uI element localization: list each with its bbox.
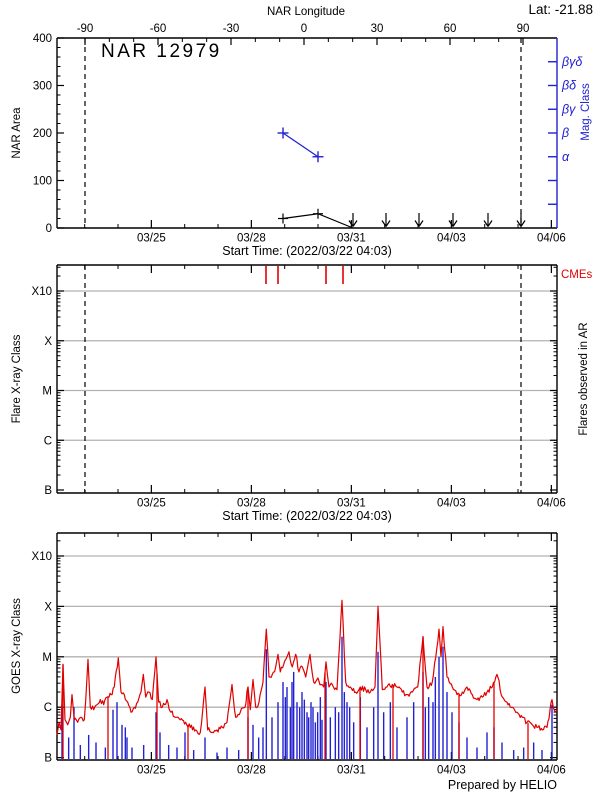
svg-text:03/25: 03/25	[137, 765, 166, 777]
svg-text:B: B	[44, 753, 52, 765]
svg-text:04/06: 04/06	[537, 498, 566, 510]
start-time-label-top: Start Time: (2022/03/22 04:03)	[222, 244, 392, 258]
svg-text:03/28: 03/28	[237, 233, 266, 245]
svg-text:βγδ: βγδ	[561, 55, 583, 69]
svg-text:-60: -60	[150, 23, 167, 35]
svg-text:90: 90	[517, 23, 530, 35]
area-upper-limit-arrow	[381, 213, 391, 227]
flares-observed-axis-label: Flares observed in AR	[578, 322, 590, 436]
bottom-panel-goes: X10 X M C B 03/25 03/28 03/31 04/03 04/06	[32, 532, 566, 777]
svg-text:C: C	[44, 702, 52, 714]
flare-xray-axis-label: Flare X-ray Class	[11, 334, 23, 424]
goes-xray-axis-label: GOES X-ray Class	[11, 598, 23, 694]
svg-text:400: 400	[33, 33, 52, 45]
area-upper-limit-arrow	[516, 213, 526, 227]
svg-text:-90: -90	[77, 23, 94, 35]
area-upper-limit-arrow	[448, 213, 458, 227]
area-upper-limit-arrow	[414, 213, 424, 227]
svg-text:0: 0	[46, 223, 52, 235]
latitude-value: Lat: -21.88	[528, 2, 593, 17]
svg-text:03/31: 03/31	[337, 233, 366, 245]
top-panel-nar-area: 0 100 200 300 400 -90 -60 -30 0 30 60 90 03/25 03/28 0…	[33, 23, 566, 245]
svg-text:-30: -30	[223, 23, 240, 35]
svg-text:0: 0	[301, 23, 307, 35]
svg-text:04/03: 04/03	[437, 233, 466, 245]
svg-text:04/03: 04/03	[437, 765, 466, 777]
svg-text:α: α	[562, 150, 570, 164]
svg-text:300: 300	[33, 81, 52, 93]
svg-text:X: X	[44, 601, 52, 613]
svg-text:03/28: 03/28	[237, 498, 266, 510]
nar-area-axis-label: NAR Area	[11, 107, 23, 159]
plot-title: NAR 12979	[101, 41, 222, 62]
svg-text:60: 60	[444, 23, 457, 35]
area-upper-limit-arrow	[348, 213, 358, 227]
svg-text:04/06: 04/06	[537, 765, 566, 777]
svg-text:100: 100	[33, 176, 52, 188]
area-upper-limit-arrow	[483, 213, 493, 227]
top-axis-title: NAR Longitude	[267, 6, 345, 18]
svg-text:03/25: 03/25	[137, 498, 166, 510]
svg-text:M: M	[42, 652, 52, 664]
nar-area-series	[278, 208, 354, 229]
svg-text:03/25: 03/25	[137, 233, 166, 245]
svg-text:C: C	[44, 435, 52, 447]
svg-text:X10: X10	[32, 286, 52, 298]
goes-long-channel-curve	[56, 599, 558, 759]
svg-text:04/03: 04/03	[437, 498, 466, 510]
svg-text:200: 200	[33, 128, 52, 140]
mag-class-axis: βγδ βδ βγ βα	[548, 55, 583, 205]
start-time-label-middle: Start Time: (2022/03/22 04:03)	[222, 509, 392, 523]
goes-short-channel-spikes	[61, 636, 553, 759]
svg-text:X10: X10	[32, 551, 52, 563]
svg-text:β: β	[561, 126, 569, 140]
svg-text:03/31: 03/31	[337, 498, 366, 510]
svg-text:04/06: 04/06	[537, 233, 566, 245]
svg-text:βδ: βδ	[561, 79, 577, 93]
svg-text:βγ: βγ	[561, 102, 576, 116]
svg-text:B: B	[44, 485, 52, 497]
svg-text:X: X	[44, 336, 52, 348]
middle-panel-flares: X10 X M C B 03/25 03/28 03/31 04/03 04/06	[32, 264, 566, 510]
svg-text:M: M	[42, 386, 52, 398]
svg-text:03/28: 03/28	[237, 765, 266, 777]
cmes-label: CMEs	[561, 269, 593, 281]
svg-text:03/31: 03/31	[337, 765, 366, 777]
prepared-by-credit: Prepared by HELIO	[447, 778, 557, 792]
mag-class-series	[277, 127, 324, 163]
svg-text:30: 30	[371, 23, 384, 35]
mag-class-axis-label: Mag. Class	[580, 83, 592, 141]
cme-event-ticks	[265, 266, 344, 284]
